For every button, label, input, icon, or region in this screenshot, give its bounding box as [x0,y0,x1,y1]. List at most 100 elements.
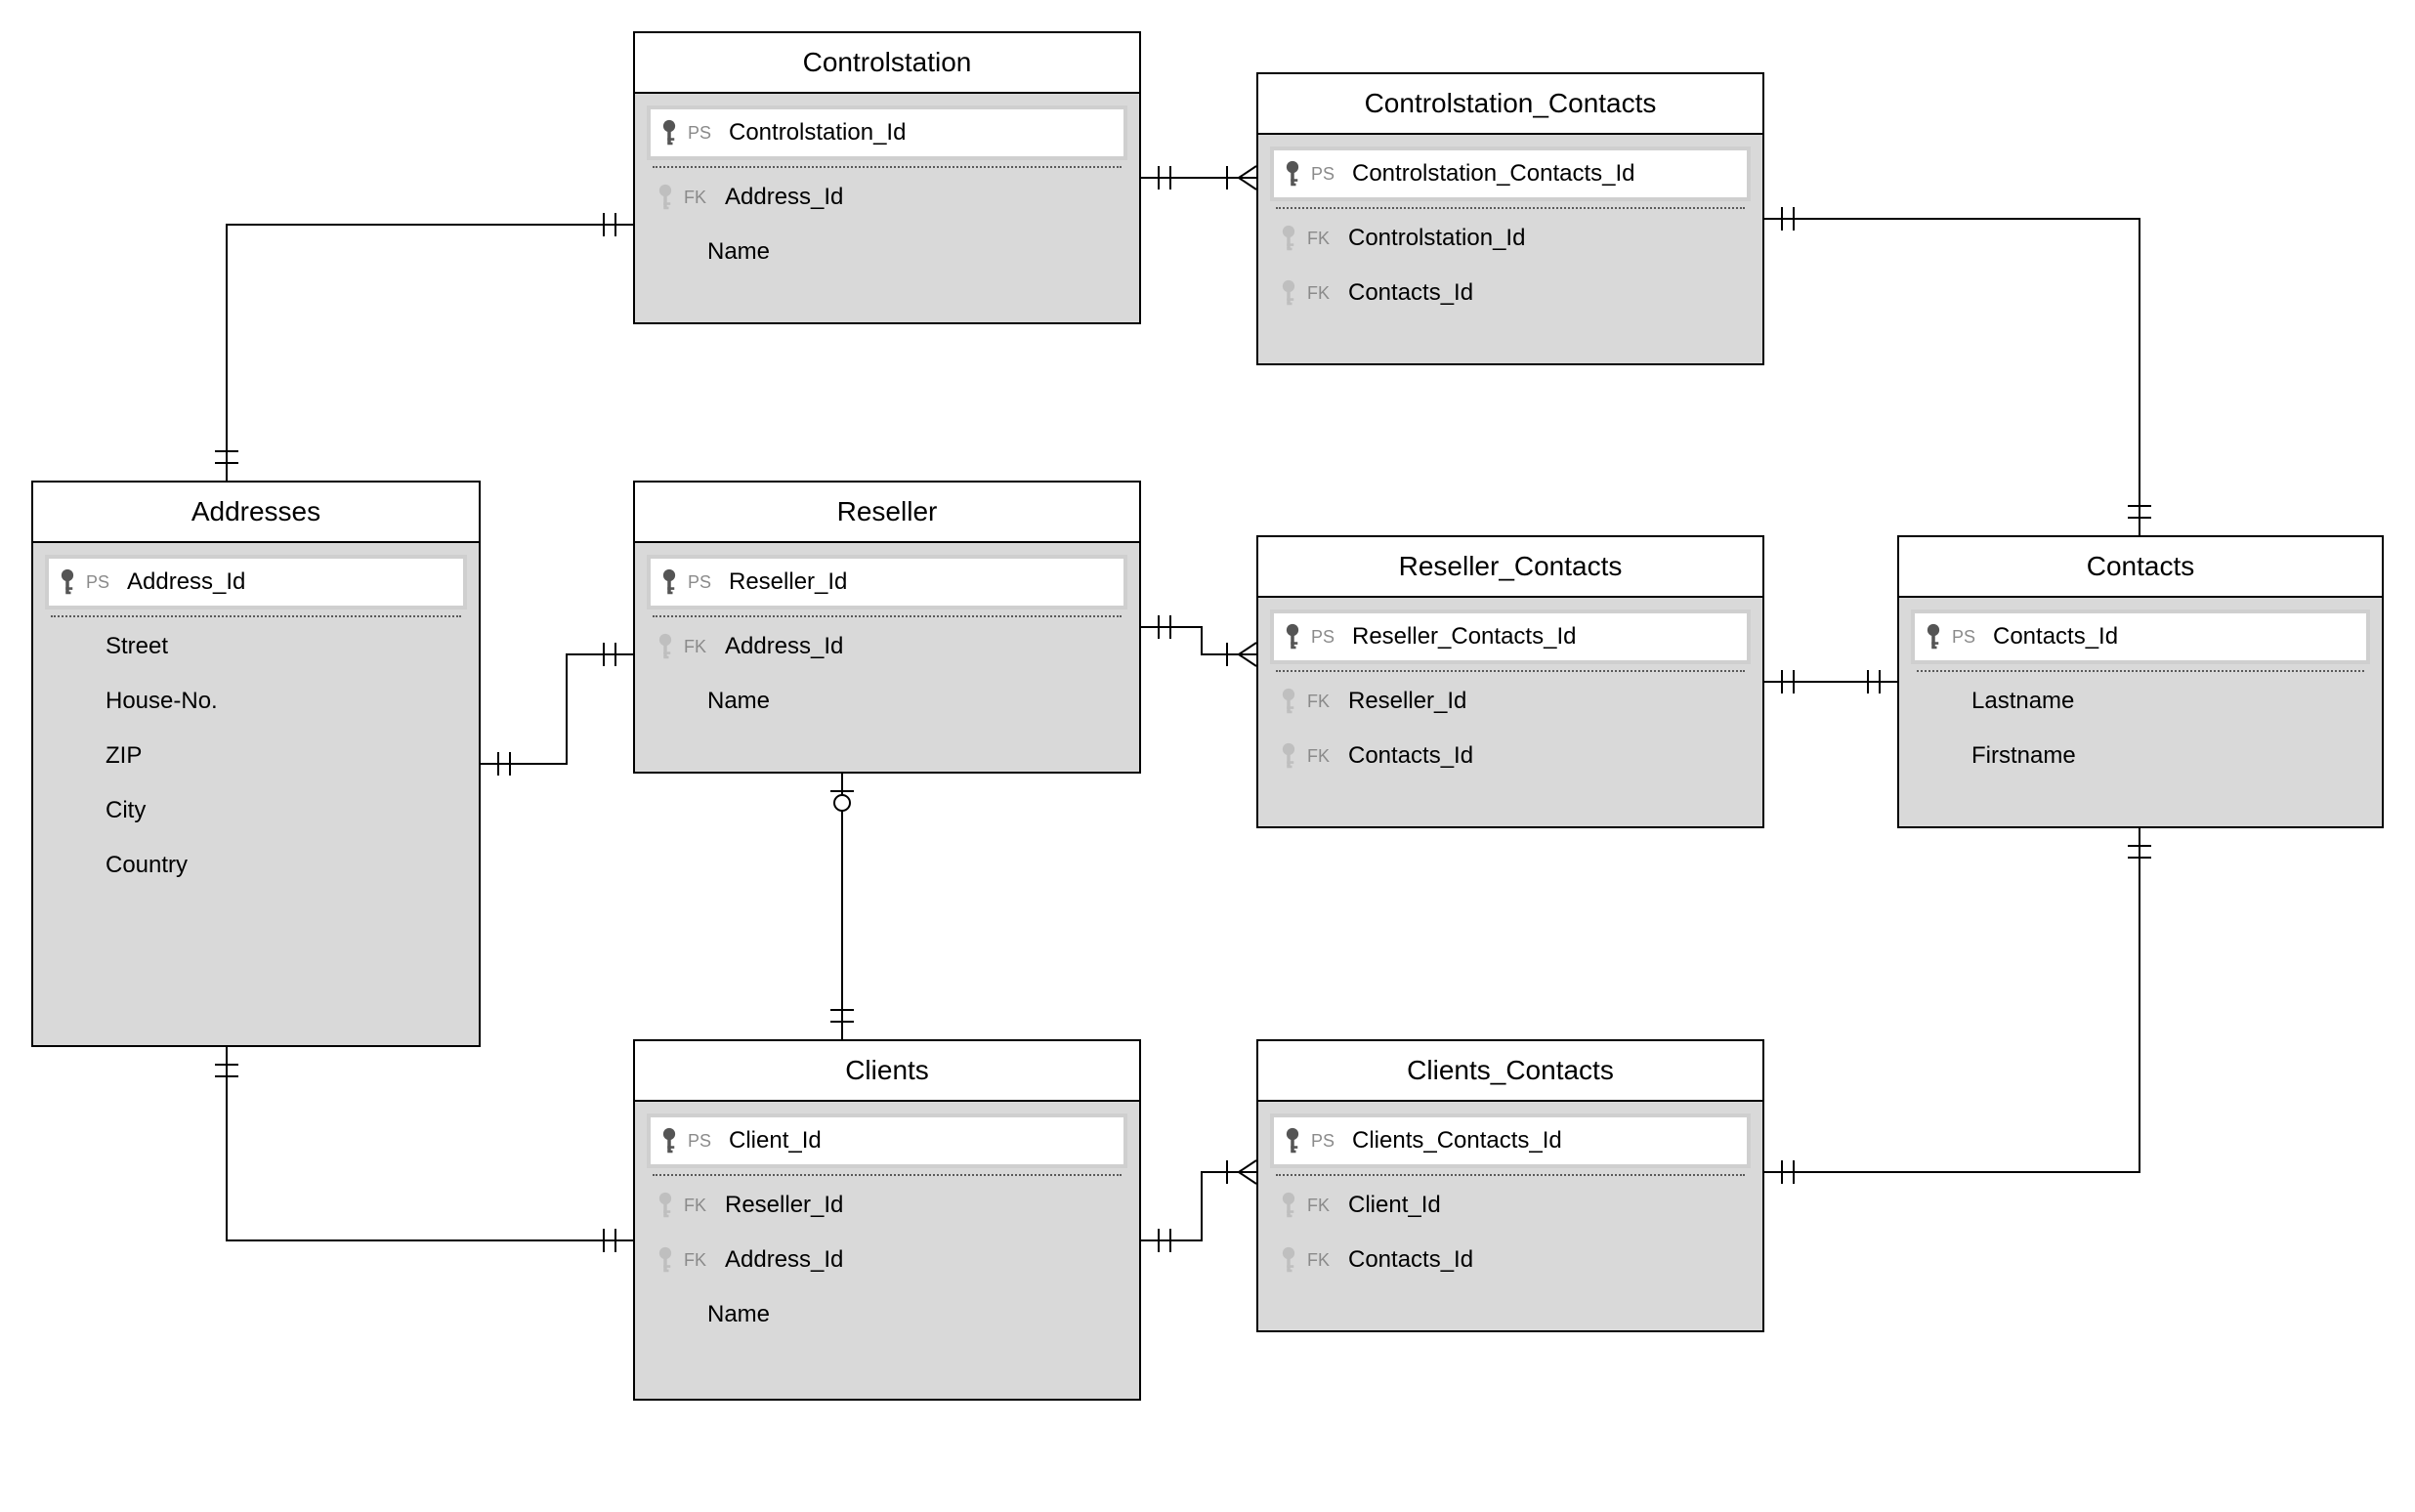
fk-row: FK Reseller_Id [1266,674,1755,729]
key-icon [1278,688,1299,715]
field-label: Street [106,633,168,660]
field-label: Lastname [1971,688,2074,715]
key-badge: FK [684,1250,707,1271]
entity-reseller: Reseller PS Reseller_Id FK Address_Id Name [633,481,1141,774]
field-label: Client_Id [1348,1192,1441,1219]
key-icon [658,568,680,596]
entity-title: Contacts [1899,537,2382,598]
entity-clients_contacts: Clients_Contacts PSClients_Contacts_Id F… [1256,1039,1764,1332]
key-icon [655,1246,676,1274]
key-icon [1282,160,1303,188]
key-badge: FK [684,637,707,657]
er-diagram-canvas: Controlstation PS Controlstation_Id FK Add… [0,0,2415,1512]
key-icon [658,119,680,147]
entity-body: PSReseller_Contacts_Id FKReseller_Id FKC… [1258,598,1762,791]
key-badge: FK [1307,1196,1331,1216]
attr-row: Lastname [1907,674,2374,729]
key-icon [1923,623,1944,651]
key-icon [1282,1127,1303,1155]
relationship-edge [1764,828,2140,1172]
entity-title: Clients [635,1041,1139,1102]
key-icon [1278,279,1299,307]
entity-body: PSContacts_Id Lastname Firstname [1899,598,2382,791]
fk-row: FKContacts_Id [1266,266,1755,320]
entity-title: Addresses [33,483,479,543]
field-label: Address_Id [725,633,843,660]
relationship-edge [1141,1172,1256,1240]
key-badge: PS [86,572,109,593]
entity-body: PS Controlstation_Contacts_Id FK Controlst… [1258,135,1762,328]
entity-title: Controlstation [635,33,1139,94]
field-label: Clients_Contacts_Id [1352,1127,1562,1155]
attr-row: Name [643,674,1131,729]
relationship-edge [1764,219,2140,535]
relationship-edge [227,225,633,481]
entity-title: Reseller_Contacts [1258,537,1762,598]
field-label: Controlstation_Id [729,119,906,147]
key-badge: PS [688,572,711,593]
key-badge: PS [1311,164,1335,185]
key-icon [57,568,78,596]
key-icon [1278,225,1299,252]
field-label: Controlstation_Contacts_Id [1352,160,1635,188]
fk-row: FK Address_Id [643,170,1131,225]
pk-row: PS Address_Id [45,555,467,609]
key-icon [655,1192,676,1219]
fk-row: FK Address_Id [643,1233,1131,1287]
key-badge: PS [688,1131,711,1152]
pk-separator [653,615,1122,617]
pk-separator [1917,670,2364,672]
key-badge: FK [1307,283,1331,304]
pk-row: PS Controlstation_Contacts_Id [1270,147,1751,201]
field-label: Name [707,238,770,266]
field-label: Reseller_Contacts_Id [1352,623,1576,651]
attr-row: Firstname [1907,729,2374,783]
field-label: Country [106,852,188,879]
fk-row: FK Contacts_Id [1266,1233,1755,1287]
entity-body: PSAddress_IdStreetHouse-No.ZIPCityCountr… [33,543,479,901]
field-label: Reseller_Id [1348,688,1466,715]
key-icon [655,633,676,660]
fk-row: FK Contacts_Id [1266,729,1755,783]
field-label: Address_Id [725,1246,843,1274]
entity-addresses: Addresses PSAddress_IdStreetHouse-No.ZIP… [31,481,481,1047]
fk-row: FKReseller_Id [643,1178,1131,1233]
key-badge: FK [684,188,707,208]
field-label: Contacts_Id [1348,1246,1473,1274]
relationship-edge [1141,627,1256,654]
field-label: Reseller_Id [725,1192,843,1219]
key-badge: FK [1307,1250,1331,1271]
key-badge: PS [1311,1131,1335,1152]
field-label: Address_Id [127,568,245,596]
entity-controlstation_contacts: Controlstation_Contacts PSControlstation… [1256,72,1764,365]
field-label: Reseller_Id [729,568,847,596]
entity-controlstation: Controlstation PS Controlstation_Id FK Add… [633,31,1141,324]
attr-row: Country [41,838,471,893]
field-label: Name [707,1301,770,1328]
entity-body: PSClient_Id FKReseller_Id FKAddress_IdNa… [635,1102,1139,1350]
entity-title: Reseller [635,483,1139,543]
key-badge: PS [688,123,711,144]
field-label: Controlstation_Id [1348,225,1525,252]
entity-contacts: Contacts PSContacts_Id Lastname Firstname [1897,535,2384,828]
relationship-edge [227,1047,633,1240]
key-badge: FK [1307,746,1331,767]
attr-row: House-No. [41,674,471,729]
field-label: Contacts_Id [1348,742,1473,770]
field-label: City [106,797,146,824]
key-icon [655,184,676,211]
key-icon [1282,623,1303,651]
field-label: Address_Id [725,184,843,211]
attr-row: Name [643,225,1131,279]
entity-body: PS Controlstation_Id FK Address_Id Name [635,94,1139,287]
pk-separator [1276,670,1745,672]
entity-body: PS Reseller_Id FK Address_Id Name [635,543,1139,736]
key-badge: FK [1307,692,1331,712]
pk-separator [653,1174,1122,1176]
field-label: House-No. [106,688,218,715]
attr-row: Name [643,1287,1131,1342]
key-icon [1278,1246,1299,1274]
key-icon [658,1127,680,1155]
pk-row: PSContacts_Id [1911,609,2370,664]
relationship-edge [481,654,633,764]
